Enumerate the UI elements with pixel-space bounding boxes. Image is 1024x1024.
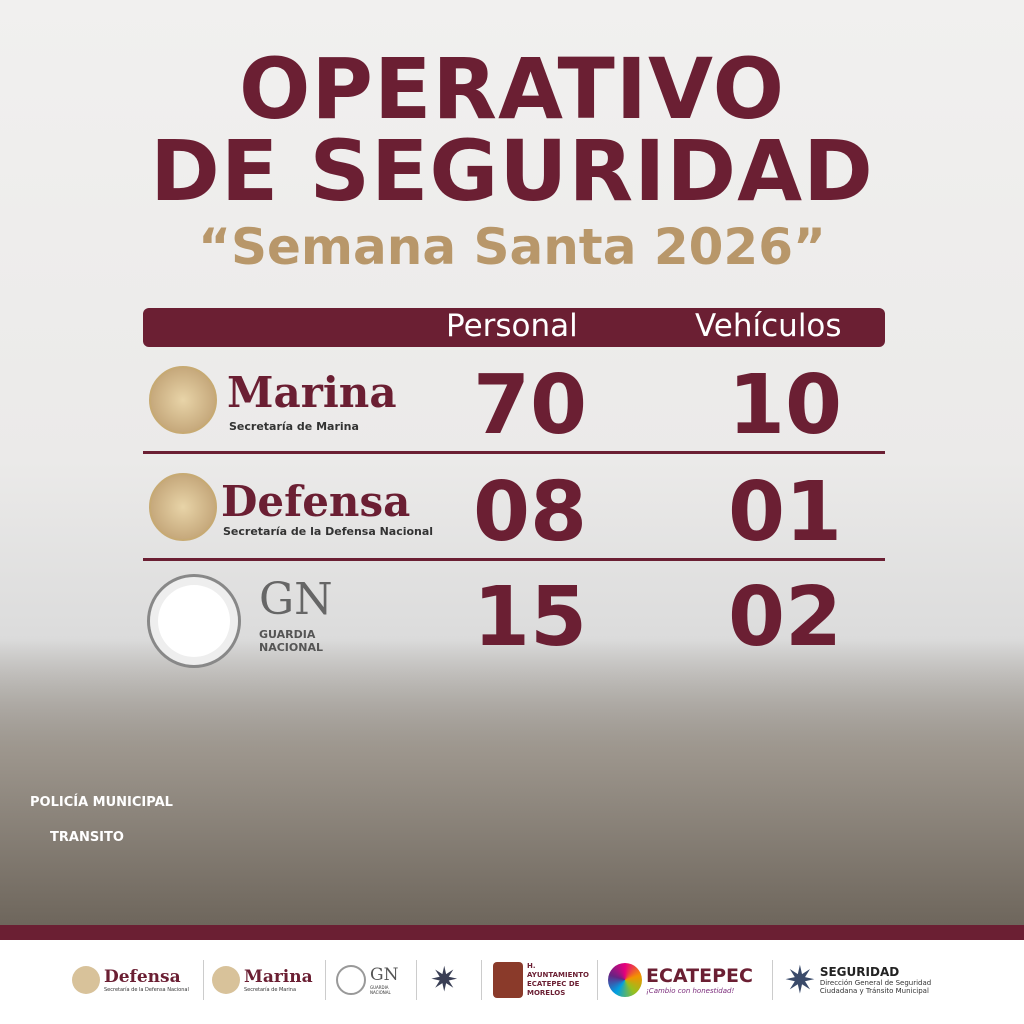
header-personal: Personal xyxy=(446,308,578,344)
table-header: Personal Vehículos xyxy=(143,308,885,347)
logo-gn: GN GUARDIA NACIONAL xyxy=(336,960,400,1000)
police-star-icon: ✷ xyxy=(784,958,816,1002)
police-star-icon: ✷ xyxy=(430,960,459,1000)
seal-icon xyxy=(212,966,240,994)
table-row-defensa: Defensa Secretaría de la Defensa Naciona… xyxy=(143,465,885,560)
separator xyxy=(416,960,417,1000)
footer-bar xyxy=(0,925,1024,940)
logo-seguridad: ✷ SEGURIDAD Dirección General de Segurida… xyxy=(784,958,945,1002)
seal-icon xyxy=(72,966,100,994)
row-divider xyxy=(143,451,885,454)
personal-count: 15 xyxy=(472,570,588,665)
title-line-2: DE SEGURIDAD xyxy=(150,122,874,220)
vehicle-count: 02 xyxy=(727,570,843,665)
footer-logos: Defensa Secretaría de la Defensa Nacional… xyxy=(0,940,1024,1024)
row-divider xyxy=(143,558,885,561)
flower-icon xyxy=(608,963,642,997)
logo-ecatepec: ECATEPEC ¡Cambio con honestidad! xyxy=(608,960,753,1000)
subtitle: “Semana Santa 2026” xyxy=(198,218,826,276)
table-row-marina: Marina Secretaría de Marina 70 10 xyxy=(143,358,885,453)
vehicle-label: POLICÍA MUNICIPAL xyxy=(30,795,173,810)
logo-slogan: ¡Cambio con honestidad! xyxy=(646,987,735,995)
seal-icon xyxy=(336,965,366,995)
personal-count: 08 xyxy=(472,465,588,560)
logo-marina: Marina Secretaría de Marina xyxy=(212,960,313,1000)
table-row-gn: GN GUARDIA NACIONAL 15 02 xyxy=(143,570,885,668)
org-subtitle: Secretaría de Marina xyxy=(229,420,359,433)
org-name: Marina xyxy=(227,368,397,417)
logo-text: GN xyxy=(370,965,399,985)
logo-defensa: Defensa Secretaría de la Defensa Nacional xyxy=(72,960,189,1000)
logo-text: ECATEPEC xyxy=(646,965,753,987)
logo-text: Defensa xyxy=(104,967,181,987)
logo-subtext: Secretaría de la Defensa Nacional xyxy=(104,987,189,993)
title-line-1: OPERATIVO xyxy=(238,40,786,138)
separator xyxy=(203,960,204,1000)
header-vehiculos: Vehículos xyxy=(695,308,842,344)
org-subtitle: GUARDIA NACIONAL xyxy=(259,628,323,654)
org-name: GN xyxy=(259,574,333,625)
logo-subtext: GUARDIA NACIONAL xyxy=(370,985,391,995)
mexico-seal-icon xyxy=(149,366,217,434)
guardia-nacional-seal-icon xyxy=(147,574,241,668)
separator xyxy=(325,960,326,1000)
separator xyxy=(481,960,482,1000)
mexico-seal-icon xyxy=(149,473,217,541)
separator xyxy=(597,960,598,1000)
logo-text: SEGURIDAD xyxy=(819,965,900,979)
logo-subtext: Secretaría de Marina xyxy=(244,987,297,993)
org-name: Defensa xyxy=(221,477,411,526)
logo-text: Marina xyxy=(244,967,313,987)
org-subtitle: Secretaría de la Defensa Nacional xyxy=(223,525,434,538)
personal-count: 70 xyxy=(472,358,588,453)
vehicle-count: 01 xyxy=(727,465,843,560)
vehicle-count: 10 xyxy=(727,358,843,453)
logo-ayuntamiento: H. AYUNTAMIENTO ECATEPEC DE MORELOS xyxy=(493,960,589,1000)
coat-of-arms-icon xyxy=(493,962,523,998)
logo-subtext: Dirección General de Seguridad Ciudadana… xyxy=(819,979,932,995)
vehicle-label: TRANSITO xyxy=(50,830,124,845)
separator xyxy=(772,960,773,1000)
police-operation-photo: POLICÍA MUNICIPAL TRANSITO xyxy=(0,640,1024,925)
logo-text: H. AYUNTAMIENTO ECATEPEC DE MORELOS xyxy=(527,962,589,997)
